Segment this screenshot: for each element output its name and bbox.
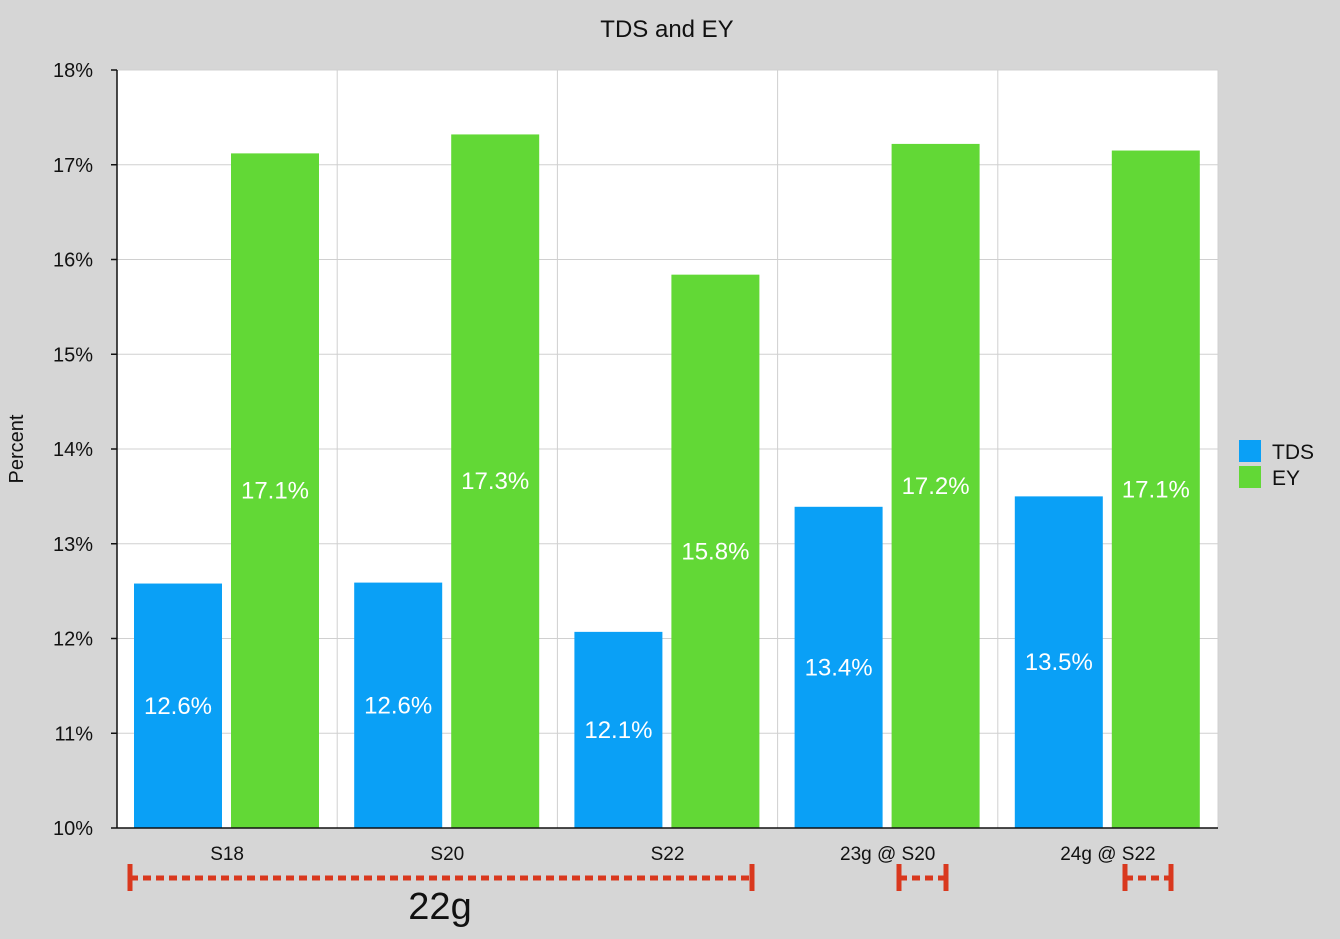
- range-marker-23g: [896, 864, 949, 891]
- data-label-ey: 17.1%: [241, 478, 309, 505]
- data-label-ey: 15.8%: [681, 538, 749, 565]
- legend-swatch-tds: [1239, 440, 1261, 462]
- y-tick-label: 12%: [53, 629, 93, 651]
- data-label-ey: 17.2%: [902, 473, 970, 500]
- legend-label-tds: TDS: [1272, 441, 1314, 464]
- x-category-label: S20: [430, 844, 464, 865]
- grind-range-markers: [127, 864, 1174, 891]
- bar-tds: [794, 506, 883, 828]
- y-axis-label: Percent: [6, 414, 28, 483]
- x-category-label: S18: [210, 844, 244, 865]
- data-label-tds: 12.6%: [144, 693, 212, 720]
- data-labels: 12.6% 12.6% 12.1% 13.4% 13.5% 17.1% 17.3% 15.8%…: [144, 468, 1190, 744]
- data-label-tds: 12.6%: [364, 692, 432, 719]
- bar-ey: [451, 134, 540, 828]
- legend-label-ey: EY: [1272, 467, 1300, 490]
- y-tick-label: 11%: [54, 723, 93, 745]
- x-category-label: 24g @ S22: [1060, 844, 1155, 865]
- data-label-ey: 17.3%: [461, 468, 529, 495]
- chart-title: TDS and EY: [600, 16, 733, 43]
- y-tick-label: 15%: [53, 344, 93, 366]
- bar-ey: [891, 143, 980, 828]
- dose-group-label: 22g: [408, 886, 471, 928]
- data-label-tds: 13.5%: [1025, 649, 1093, 676]
- y-tick-label: 16%: [53, 250, 93, 272]
- bar-tds: [354, 582, 443, 828]
- bars: [134, 134, 1200, 829]
- x-categories: S18 S20 S22 23g @ S20 24g @ S22: [210, 844, 1155, 865]
- data-label-tds: 13.4%: [805, 654, 873, 681]
- y-tick-label: 10%: [53, 818, 93, 840]
- legend-swatch-ey: [1239, 466, 1261, 488]
- bar-ey: [1111, 150, 1200, 829]
- y-tick-label: 14%: [53, 439, 93, 461]
- bar-ey: [231, 153, 319, 828]
- y-tick-label: 13%: [53, 534, 93, 556]
- y-tick-label: 17%: [53, 155, 93, 177]
- data-label-ey: 17.1%: [1122, 476, 1190, 503]
- bar-ey: [671, 274, 760, 828]
- y-ticks: 10% 11% 12% 13% 14% 15% 16% 17% 18%: [53, 60, 117, 840]
- range-marker-22g: [127, 864, 755, 891]
- x-category-label: S22: [651, 844, 685, 865]
- bar-tds: [1014, 496, 1103, 828]
- range-marker-24g: [1122, 864, 1174, 891]
- bar-tds: [134, 583, 222, 828]
- x-category-label: 23g @ S20: [840, 844, 935, 865]
- y-tick-label: 18%: [53, 60, 93, 82]
- data-label-tds: 12.1%: [584, 717, 652, 744]
- legend: TDS EY: [1239, 440, 1314, 490]
- bar-tds: [574, 631, 663, 828]
